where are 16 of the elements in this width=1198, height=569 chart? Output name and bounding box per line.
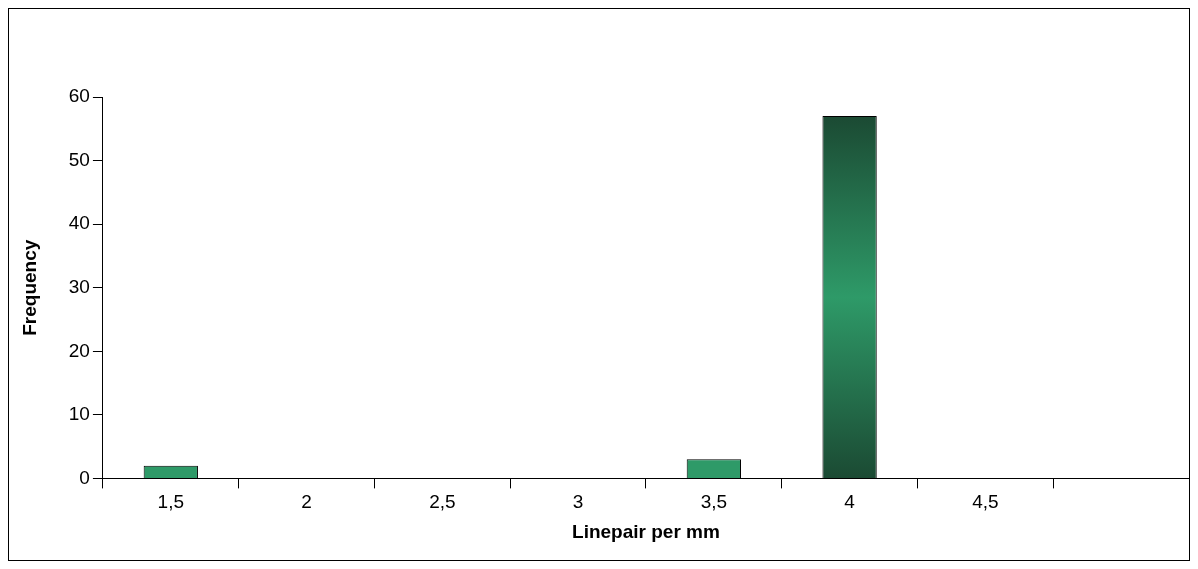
x-tick-label: 2 [301,491,312,513]
x-tick-label: 1,5 [157,491,185,513]
y-tick-label: 30 [68,275,90,297]
x-tick-label: 4,5 [972,491,999,513]
y-tick-label: 10 [68,403,90,425]
x-tick-label: 2,5 [429,491,456,513]
y-tick-label: 60 [68,85,90,107]
x-tick-label: 3,5 [700,491,728,513]
x-axis-title: Linepair per mm [572,520,720,542]
y-tick-label: 0 [79,466,90,488]
y-tick-label: 20 [68,339,90,361]
y-axis-title: Frequency [18,239,40,336]
x-tick-label: 4 [844,491,856,513]
y-tick-label: 50 [68,148,90,170]
y-tick-label: 40 [68,212,90,234]
x-tick-label: 3 [572,491,584,513]
